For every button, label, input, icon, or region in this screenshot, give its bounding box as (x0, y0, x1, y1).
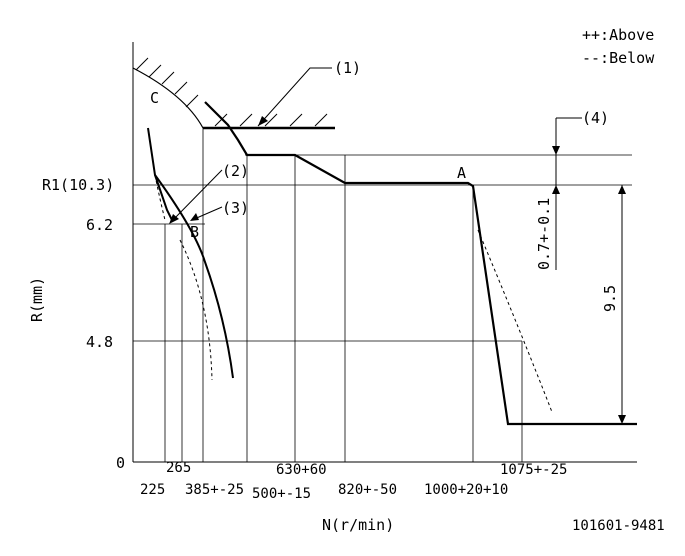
x-tick-500: 500+-15 (252, 486, 311, 502)
characteristic-main-line (204, 101, 637, 426)
point-b-label: B (190, 223, 199, 241)
x-tick-1075: 1075+-25 (500, 462, 567, 478)
y-tick-4-8: 4.8 (86, 333, 113, 351)
callout-1-arrow (258, 116, 268, 126)
x-tick-1000: 1000+20+10 (424, 482, 508, 498)
legend-above: ++:Above (582, 26, 654, 44)
callout-3-arrow (190, 213, 199, 221)
dim-stroke-arrow-up (618, 185, 626, 194)
start-curve-dashed-a (154, 174, 166, 221)
dim-tolerance-label: 0.7+-0.1 (535, 198, 553, 270)
point-a-label: A (457, 164, 466, 182)
y-tick-0: 0 (116, 454, 125, 472)
start-curve-dashed-b (179, 239, 213, 381)
droop-dashed-line (477, 229, 553, 413)
callout-2-label: (2) (222, 162, 249, 180)
x-tick-265: 265 (166, 460, 191, 476)
legend-below: --:Below (582, 49, 655, 67)
callout-1-leader (257, 67, 332, 127)
callout-1-label: (1) (334, 59, 361, 77)
stop-boundary-curve (132, 67, 204, 129)
callout-2-arrow (169, 214, 179, 224)
dim-tol-arrow-up (552, 185, 560, 194)
x-tick-385: 385+-25 (185, 482, 244, 498)
stop-hatching (135, 57, 328, 127)
y-tick-6-2: 6.2 (86, 216, 113, 234)
dim-stroke-arrow-down (618, 415, 626, 424)
x-tick-225: 225 (140, 482, 165, 498)
start-curve-solid-b (154, 174, 234, 379)
y-tick-r1: R1(10.3) (42, 176, 114, 194)
dim-stroke-label: 9.5 (601, 285, 619, 312)
dim-tol-arrow-down (552, 146, 560, 155)
point-c-label: C (150, 89, 159, 107)
callout-3-label: (3) (222, 199, 249, 217)
x-tick-630: 630+60 (276, 462, 327, 478)
y-axis-label: R(mm) (28, 277, 46, 322)
start-curve-solid-a (147, 127, 173, 221)
drawing-number: 101601-9481 (572, 518, 665, 534)
x-axis-label: N(r/min) (322, 516, 394, 534)
callout-2-leader (170, 169, 223, 223)
x-tick-820: 820+-50 (338, 482, 397, 498)
callout-4-label: (4) (582, 109, 609, 127)
